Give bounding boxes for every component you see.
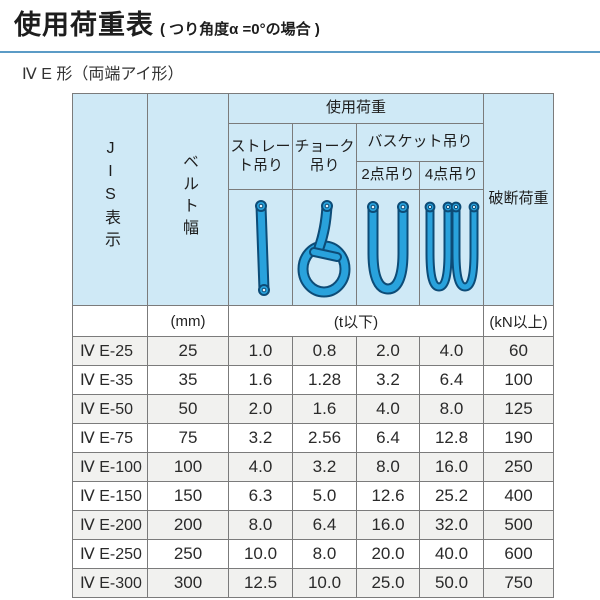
value-cell: 12.6: [356, 481, 420, 511]
value-cell: 3.2: [356, 365, 420, 395]
table-row: Ⅳ E-200 200 8.0 6.4 16.0 32.0 500: [72, 510, 554, 540]
page-title-text: 使用荷重表: [14, 10, 154, 40]
value-cell: 40.0: [419, 539, 484, 569]
header-straight: ストレート吊り: [228, 123, 293, 190]
value-cell: 2.0: [356, 336, 420, 366]
header-basket-4point: 4点吊り: [419, 161, 484, 190]
value-cell: 190: [483, 423, 554, 453]
unit-working-load: (t以下): [228, 305, 484, 337]
jis-cell: Ⅳ E-75: [72, 423, 148, 453]
value-cell: 4.0: [228, 452, 293, 482]
choke-sling-icon: [292, 189, 357, 306]
header-breaking-load: 破断荷重: [483, 93, 554, 306]
load-capacity-table: JIS表示 ベルト幅 使用荷重 破断荷重 ストレート吊り チョーク吊り バスケッ…: [72, 93, 554, 598]
value-cell: 250: [147, 539, 229, 569]
value-cell: 12.5: [228, 568, 293, 598]
value-cell: 25.2: [419, 481, 484, 511]
value-cell: 32.0: [419, 510, 484, 540]
value-cell: 25.0: [356, 568, 420, 598]
value-cell: 12.8: [419, 423, 484, 453]
value-cell: 8.0: [292, 539, 357, 569]
value-cell: 8.0: [356, 452, 420, 482]
value-cell: 10.0: [292, 568, 357, 598]
value-cell: 100: [147, 452, 229, 482]
value-cell: 750: [483, 568, 554, 598]
table-row: Ⅳ E-100 100 4.0 3.2 8.0 16.0 250: [72, 452, 554, 482]
value-cell: 2.56: [292, 423, 357, 453]
model-subtitle: Ⅳ E 形（両端アイ形）: [22, 66, 184, 83]
value-cell: 600: [483, 539, 554, 569]
value-cell: 300: [147, 568, 229, 598]
value-cell: 16.0: [419, 452, 484, 482]
value-cell: 200: [147, 510, 229, 540]
value-cell: 50: [147, 394, 229, 424]
value-cell: 100: [483, 365, 554, 395]
value-cell: 1.6: [292, 394, 357, 424]
jis-cell: Ⅳ E-35: [72, 365, 148, 395]
table-row: Ⅳ E-75 75 3.2 2.56 6.4 12.8 190: [72, 423, 554, 453]
page-title: 使用荷重表 ( つり角度α =0°の場合 ): [14, 8, 600, 47]
basket-4point-sling-icon: [419, 189, 484, 306]
value-cell: 400: [483, 481, 554, 511]
page-title-note: ( つり角度α =0°の場合 ): [160, 21, 320, 38]
header-belt-width: ベルト幅: [147, 93, 229, 306]
value-cell: 75: [147, 423, 229, 453]
value-cell: 10.0: [228, 539, 293, 569]
value-cell: 0.8: [292, 336, 357, 366]
value-cell: 250: [483, 452, 554, 482]
value-cell: 500: [483, 510, 554, 540]
jis-cell: Ⅳ E-50: [72, 394, 148, 424]
table-row: Ⅳ E-300 300 12.5 10.0 25.0 50.0 750: [72, 568, 554, 598]
basket-2point-sling-icon: [356, 189, 420, 306]
table-row: Ⅳ E-150 150 6.3 5.0 12.6 25.2 400: [72, 481, 554, 511]
value-cell: 50.0: [419, 568, 484, 598]
value-cell: 6.4: [419, 365, 484, 395]
table-row: Ⅳ E-250 250 10.0 8.0 20.0 40.0 600: [72, 539, 554, 569]
value-cell: 1.28: [292, 365, 357, 395]
value-cell: 16.0: [356, 510, 420, 540]
value-cell: 3.2: [228, 423, 293, 453]
value-cell: 6.4: [356, 423, 420, 453]
value-cell: 5.0: [292, 481, 357, 511]
value-cell: 1.0: [228, 336, 293, 366]
straight-sling-icon: [228, 189, 293, 306]
value-cell: 150: [147, 481, 229, 511]
header-working-load: 使用荷重: [228, 93, 484, 124]
jis-cell: Ⅳ E-25: [72, 336, 148, 366]
unit-empty-cell: [72, 305, 148, 337]
table-row: Ⅳ E-25 25 1.0 0.8 2.0 4.0 60: [72, 336, 554, 366]
value-cell: 35: [147, 365, 229, 395]
header-basket-2point: 2点吊り: [356, 161, 420, 190]
value-cell: 20.0: [356, 539, 420, 569]
header-choke: チョーク吊り: [292, 123, 357, 190]
value-cell: 3.2: [292, 452, 357, 482]
jis-cell: Ⅳ E-200: [72, 510, 148, 540]
value-cell: 6.4: [292, 510, 357, 540]
table-row: Ⅳ E-35 35 1.6 1.28 3.2 6.4 100: [72, 365, 554, 395]
title-divider: [0, 51, 600, 53]
value-cell: 4.0: [419, 336, 484, 366]
value-cell: 1.6: [228, 365, 293, 395]
header-jis: JIS表示: [72, 93, 148, 306]
value-cell: 2.0: [228, 394, 293, 424]
jis-cell: Ⅳ E-150: [72, 481, 148, 511]
value-cell: 6.3: [228, 481, 293, 511]
jis-cell: Ⅳ E-100: [72, 452, 148, 482]
value-cell: 125: [483, 394, 554, 424]
jis-cell: Ⅳ E-250: [72, 539, 148, 569]
header-basket: バスケット吊り: [356, 123, 484, 162]
value-cell: 8.0: [228, 510, 293, 540]
value-cell: 4.0: [356, 394, 420, 424]
unit-breaking-load: (kN以上): [483, 305, 554, 337]
value-cell: 25: [147, 336, 229, 366]
unit-belt-width: (mm): [147, 305, 229, 337]
table-row: Ⅳ E-50 50 2.0 1.6 4.0 8.0 125: [72, 394, 554, 424]
value-cell: 8.0: [419, 394, 484, 424]
value-cell: 60: [483, 336, 554, 366]
jis-cell: Ⅳ E-300: [72, 568, 148, 598]
